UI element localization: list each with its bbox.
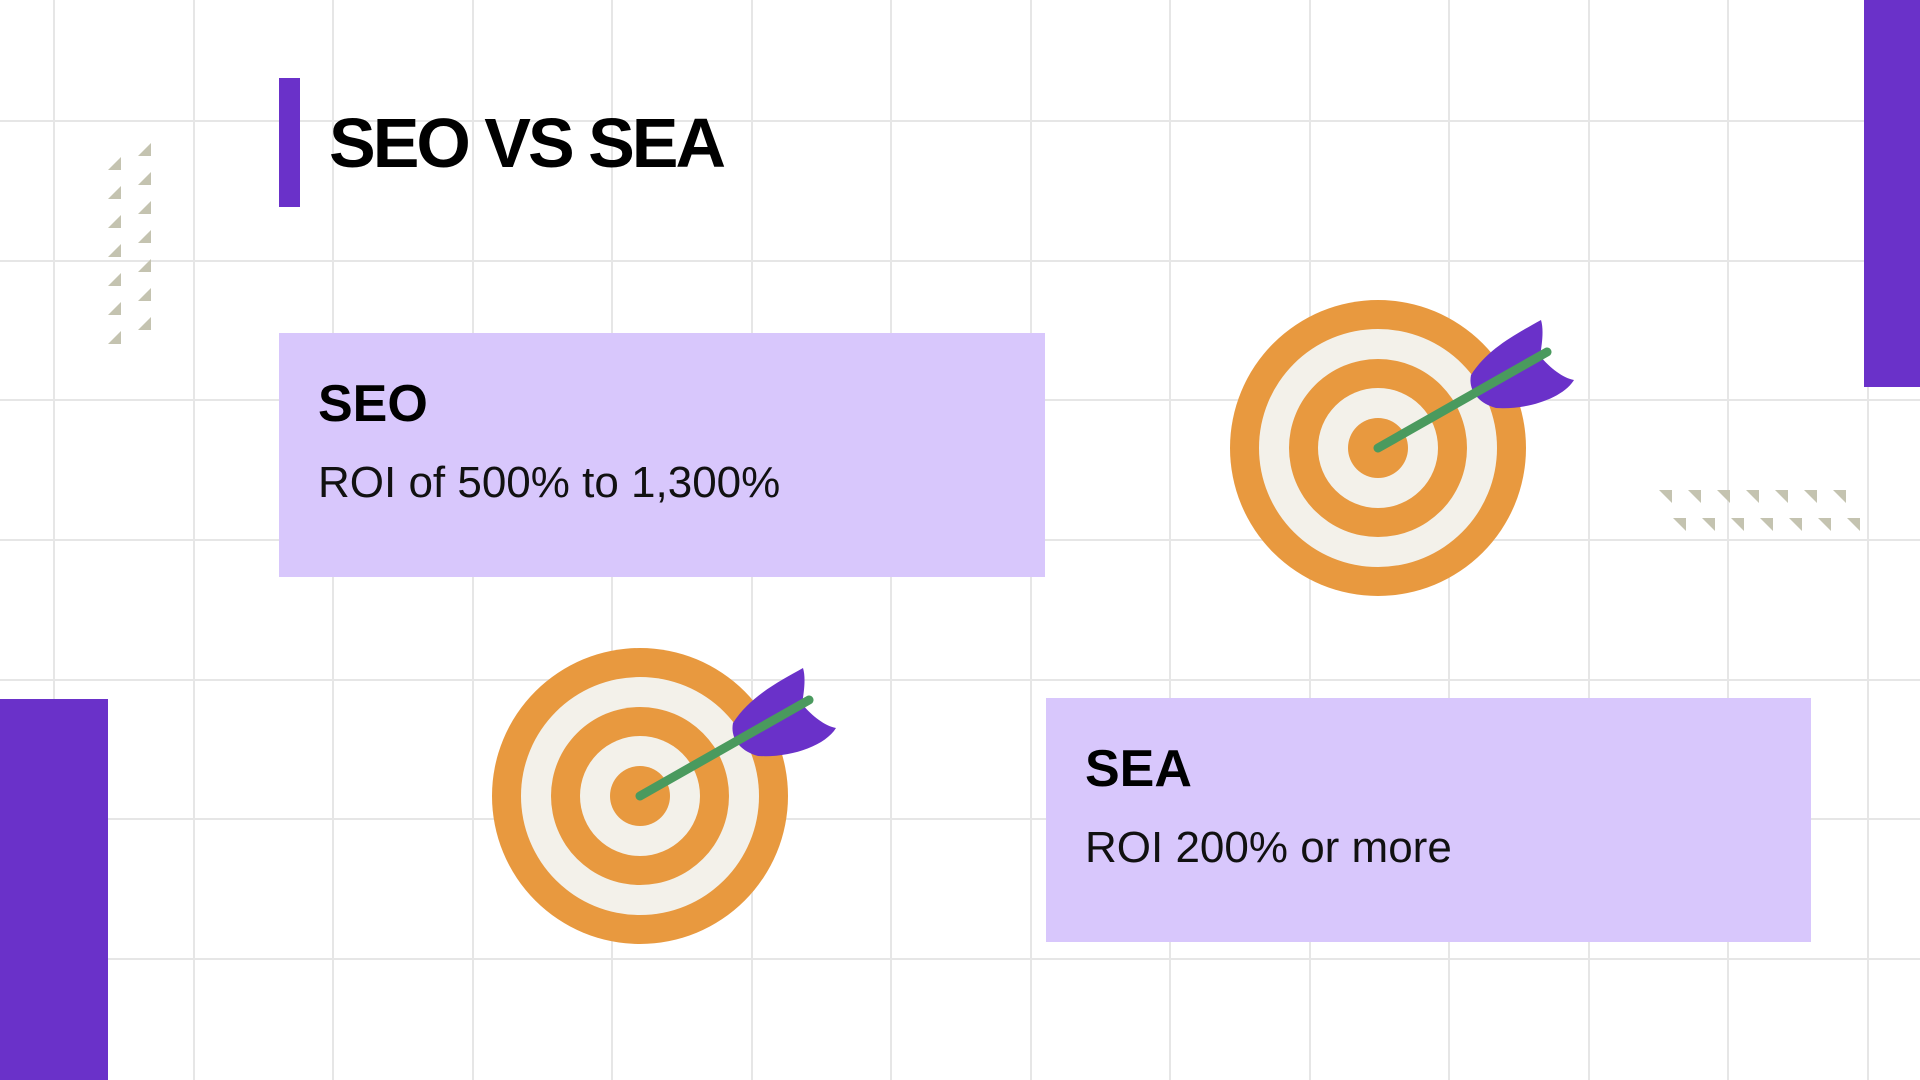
card-heading: SEO: [318, 375, 428, 433]
card: [1046, 698, 1811, 942]
target-icon: [492, 648, 836, 944]
accent-bar: [1864, 0, 1920, 387]
card-text: ROI 200% or more: [1085, 823, 1452, 872]
triangle-pattern: [108, 143, 151, 344]
card-text: ROI of 500% to 1,300%: [318, 458, 780, 507]
card: [279, 333, 1045, 577]
accent-bar: [0, 699, 108, 1080]
slide-title: SEO VS SEA: [329, 104, 724, 182]
triangle-pattern: [1659, 490, 1860, 531]
title-bar: [279, 78, 300, 207]
target-icon: [1230, 300, 1574, 596]
card-heading: SEA: [1085, 740, 1192, 798]
